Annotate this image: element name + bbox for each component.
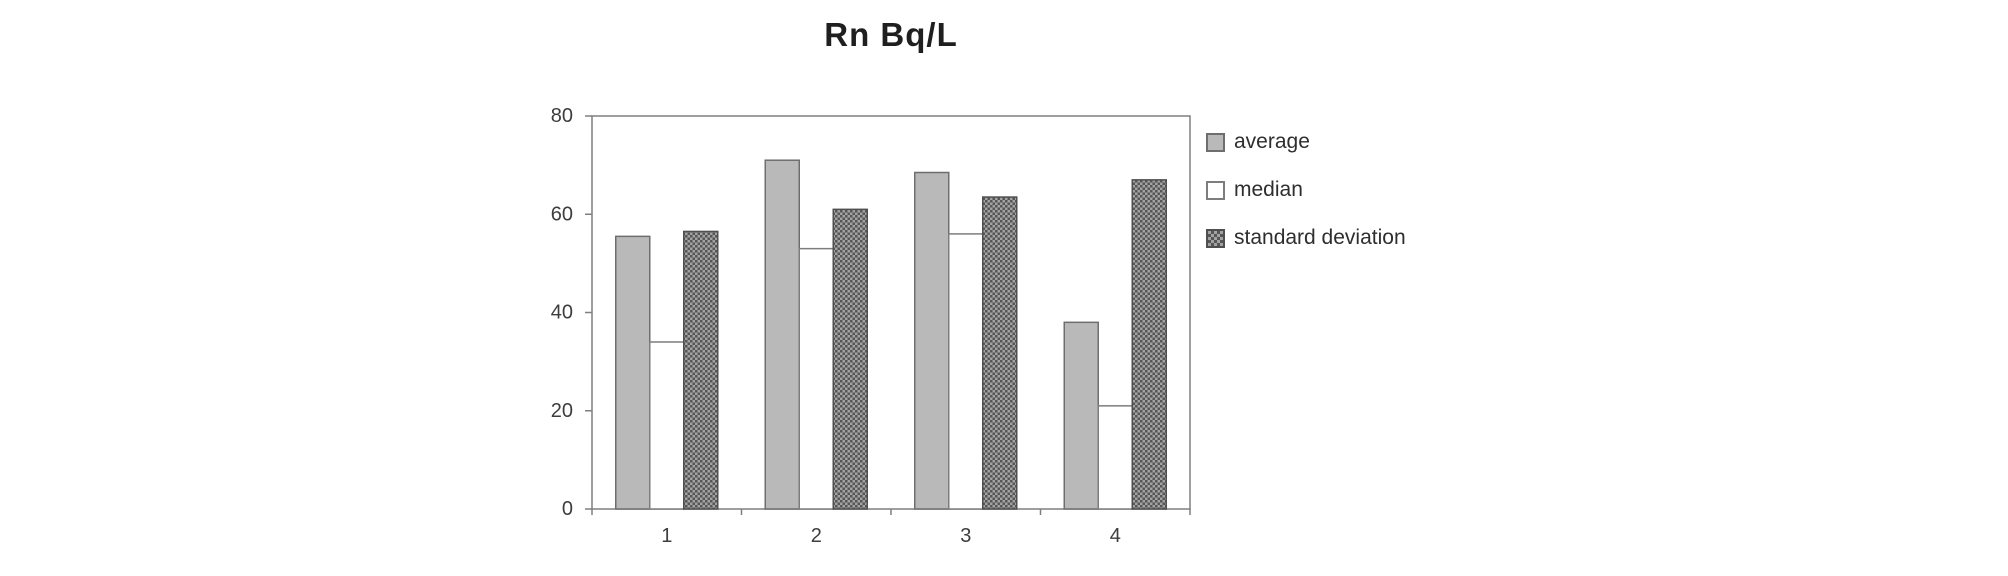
chart-title: Rn Bq/L <box>824 16 958 53</box>
x-tick-label: 4 <box>1110 525 1121 547</box>
legend-label-median: median <box>1234 178 1303 201</box>
y-tick-label: 80 <box>551 105 573 127</box>
bar-average-1 <box>615 235 651 510</box>
bar-standard-deviation-4 <box>1131 179 1167 510</box>
bar-median-4 <box>1097 405 1133 510</box>
bar-median-2 <box>798 247 834 510</box>
x-tick-label: 3 <box>960 525 971 547</box>
x-tick-label: 1 <box>661 525 672 547</box>
legend-swatch-standard-deviation-icon <box>1206 228 1225 248</box>
chart-legend: average median standard deviation <box>1206 126 1406 270</box>
y-tick-label: 40 <box>551 302 573 324</box>
bar-standard-deviation-2 <box>832 208 868 510</box>
legend-swatch-average-icon <box>1206 132 1225 152</box>
bar-standard-deviation-3 <box>982 196 1018 510</box>
bar-median-3 <box>948 233 984 510</box>
y-tick-label: 60 <box>551 203 573 225</box>
x-tick-label: 2 <box>811 525 822 547</box>
legend-item-median: median <box>1206 174 1406 206</box>
bar-standard-deviation-1 <box>683 230 719 510</box>
legend-label-average: average <box>1234 130 1310 153</box>
legend-item-average: average <box>1206 126 1406 158</box>
y-tick-label: 20 <box>551 400 573 422</box>
y-tick-label: 0 <box>562 498 573 520</box>
bar-average-4 <box>1063 321 1099 510</box>
bar-average-2 <box>764 159 800 510</box>
legend-label-standard-deviation: standard deviation <box>1234 226 1406 249</box>
bar-median-1 <box>649 341 685 510</box>
legend-item-standard-deviation: standard deviation <box>1206 222 1406 254</box>
legend-swatch-median-icon <box>1206 180 1225 200</box>
bar-average-3 <box>914 171 950 510</box>
